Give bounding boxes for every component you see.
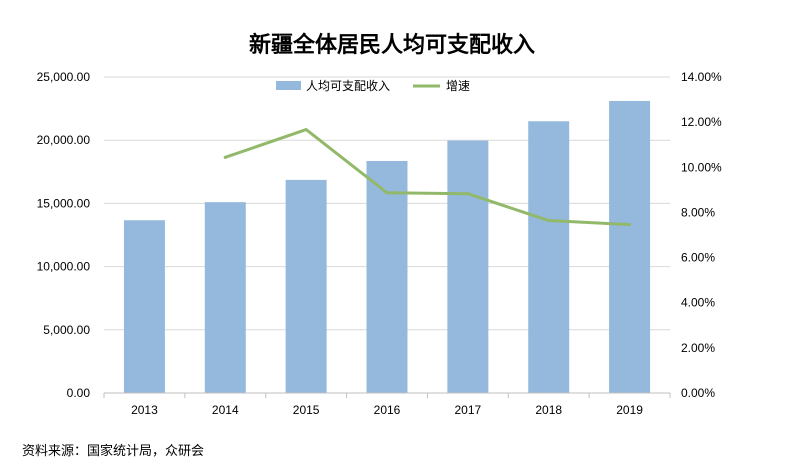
- y-left-tick-label: 25,000.00: [37, 70, 91, 84]
- legend-label-bar: 人均可支配收入: [306, 79, 390, 93]
- legend-swatch-bar: [276, 81, 301, 90]
- growth-point-2014: [223, 155, 227, 159]
- growth-point-2017: [466, 192, 470, 196]
- legend: 人均可支配收入 增速: [276, 79, 470, 93]
- growth-point-2018: [547, 219, 551, 223]
- x-tick-label: 2017: [455, 403, 482, 417]
- x-tick-label: 2016: [374, 403, 401, 417]
- x-tick-label: 2013: [131, 403, 158, 417]
- axes: 0.00 5,000.00 10,000.00 15,000.00 20,000.00 2…: [37, 70, 722, 417]
- y-right-tick-label: 4.00%: [681, 296, 715, 310]
- bar-2017: [447, 140, 489, 393]
- y-right-tick-label: 8.00%: [681, 205, 715, 219]
- bar-2013: [123, 220, 165, 393]
- y-left-tick-label: 20,000.00: [37, 133, 91, 147]
- y-right-tick-label: 14.00%: [681, 70, 722, 84]
- x-tick-label: 2014: [212, 403, 239, 417]
- y-left-tick-label: 10,000.00: [37, 260, 91, 274]
- growth-rate-line: [223, 128, 632, 227]
- bar-2018: [528, 121, 570, 394]
- y-left-tick-label: 5,000.00: [43, 323, 90, 337]
- y-right-tick-label: 2.00%: [681, 341, 715, 355]
- y-left-tick-label: 15,000.00: [37, 196, 91, 210]
- bar-2019: [609, 100, 651, 393]
- x-tick-label: 2019: [616, 403, 643, 417]
- x-tick-label: 2018: [535, 403, 562, 417]
- line-series: [223, 128, 632, 227]
- y-left-tick-label: 0.00: [67, 386, 91, 400]
- chart-title: 新疆全体居民人均可支配收入: [249, 32, 535, 57]
- growth-point-2016: [385, 191, 389, 195]
- legend-label-line: 增速: [446, 79, 470, 93]
- y-right-tick-label: 12.00%: [681, 115, 722, 129]
- y-right-tick-label: 0.00%: [681, 386, 715, 400]
- bar-2014: [204, 202, 246, 393]
- growth-point-2019: [628, 223, 632, 227]
- y-right-tick-label: 10.00%: [681, 160, 722, 174]
- bar-2015: [285, 179, 327, 393]
- bar-2016: [366, 160, 408, 393]
- x-tick-label: 2015: [293, 403, 320, 417]
- source-note: 资料来源：国家统计局，众研会: [22, 443, 205, 458]
- y-right-tick-label: 6.00%: [681, 251, 715, 265]
- bar-series: [123, 100, 651, 394]
- growth-point-2015: [304, 128, 308, 132]
